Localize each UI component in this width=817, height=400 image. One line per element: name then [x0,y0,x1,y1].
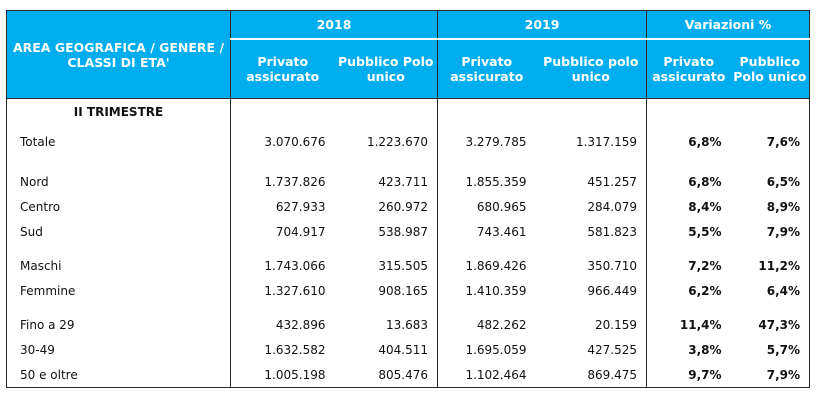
cell-2018-privato: 3.070.676 [264,135,326,149]
col-header-2018-privato: Privato assicurato [230,39,335,99]
cell-2019-pubblico: 284.079 [535,194,648,219]
cell-2018-privato: 704.917 [275,224,326,239]
cell-2018-pubblico: 538.987 [334,219,439,244]
table-body: II TRIMESTRE Totale 3.070.676 1.223.670 … [6,98,811,388]
row-label: Nord [6,169,231,194]
cell-2018-pubblico: 315.505 [334,253,439,278]
cell-2019-pubblico: 350.710 [535,253,648,278]
section-title: II TRIMESTRE [6,98,231,124]
table-row: 30-49 1.632.582 404.511 1.695.059 427.52… [6,337,811,362]
row-label: Fino a 29 [6,312,231,337]
table-row: Totale 3.070.676 1.223.670 3.279.785 1.3… [6,124,811,160]
cell-2019-privato: 1.695.059 [465,342,527,357]
cell-2019-privato: 743.461 [476,224,527,239]
cell-2018-privato: 432.896 [275,317,326,332]
row-label: Totale [6,124,231,160]
col-header-2019-pubblico: Pubblico polo unico [535,39,648,99]
table-row: Femmine 1.327.610 908.165 1.410.359 966.… [6,278,811,303]
cell-2019-pubblico: 20.159 [535,312,648,337]
cell-var-pubblico: 47,3% [730,312,811,337]
cell-2019-pubblico: 581.823 [535,219,648,244]
cell-var-pubblico: 5,7% [730,337,811,362]
cell-2018-pubblico: 908.165 [334,278,439,303]
cell-2019-privato: 1.410.359 [465,283,527,298]
row-label: Centro [6,194,231,219]
data-table-container: AREA GEOGRAFICA / GENERE / CLASSI DI ETA… [6,10,811,388]
cell-2019-privato: 1.869.426 [465,258,527,273]
row-label: 30-49 [6,337,231,362]
cell-2018-pubblico: 805.476 [334,362,439,388]
table-row: Fino a 29 432.896 13.683 482.262 20.159 … [6,312,811,337]
cell-2018-pubblico: 1.223.670 [334,124,439,160]
table-row: Sud 704.917 538.987 743.461 581.823 5,5%… [6,219,811,244]
cell-2019-pubblico: 451.257 [535,169,648,194]
row-label: Maschi [6,253,231,278]
group-header-2018: 2018 [230,10,439,40]
cell-2018-pubblico: 13.683 [334,312,439,337]
cell-2019-privato: 3.279.785 [465,135,527,149]
cell-2019-privato: 1.855.359 [465,174,527,189]
cell-2018-pubblico: 423.711 [334,169,439,194]
group-header-variazioni: Variazioni % [646,10,811,40]
data-table: AREA GEOGRAFICA / GENERE / CLASSI DI ETA… [6,10,811,388]
cell-2019-pubblico: 869.475 [535,362,648,388]
cell-var-privato: 8,4% [688,199,722,214]
row-label: Femmine [6,278,231,303]
cell-2018-privato: 1.327.610 [264,283,326,298]
area-header: AREA GEOGRAFICA / GENERE / CLASSI DI ETA… [6,10,231,99]
cell-2019-privato: 482.262 [476,317,527,332]
cell-2018-privato: 1.737.826 [264,174,326,189]
table-row: Nord 1.737.826 423.711 1.855.359 451.257… [6,169,811,194]
cell-2019-pubblico: 966.449 [535,278,648,303]
cell-2019-privato: 680.965 [476,199,527,214]
cell-var-privato: 9,7% [646,362,731,388]
cell-2018-privato: 1.743.066 [264,258,326,273]
cell-2019-pubblico: 1.317.159 [535,124,648,160]
table-row: 50 e oltre 1.005.198 805.476 1.102.464 8… [6,362,811,388]
cell-2019-privato: 1.102.464 [437,362,536,388]
col-header-2019-privato: Privato assicurato [437,39,536,99]
cell-var-privato: 11,4% [679,317,722,332]
cell-2018-privato: 627.933 [275,199,326,214]
row-label: Sud [6,219,231,244]
table-row: Maschi 1.743.066 315.505 1.869.426 350.7… [6,253,811,278]
cell-var-pubblico: 8,9% [730,194,811,219]
cell-var-privato: 6,8% [688,135,722,149]
col-header-var-pubblico: Pubblico Polo unico [730,39,811,99]
group-header-2019: 2019 [437,10,648,40]
cell-var-pubblico: 6,5% [730,169,811,194]
cell-var-pubblico: 7,6% [730,124,811,160]
cell-2018-privato: 1.005.198 [230,362,335,388]
col-header-2018-pubblico: Pubblico Polo unico [334,39,439,99]
cell-var-privato: 7,2% [688,258,722,273]
cell-var-privato: 6,8% [688,174,722,189]
cell-var-privato: 5,5% [688,224,722,239]
cell-var-privato: 3,8% [688,342,722,357]
cell-var-pubblico: 6,4% [730,278,811,303]
cell-2019-pubblico: 427.525 [535,337,648,362]
table-row: Centro 627.933 260.972 680.965 284.079 8… [6,194,811,219]
cell-var-pubblico: 11,2% [730,253,811,278]
col-header-var-privato: Privato assicurato [646,39,731,99]
table-header: AREA GEOGRAFICA / GENERE / CLASSI DI ETA… [6,10,811,99]
row-label: 50 e oltre [6,362,231,388]
cell-2018-privato: 1.632.582 [264,342,326,357]
cell-var-privato: 6,2% [688,283,722,298]
cell-var-pubblico: 7,9% [730,362,811,388]
cell-2018-pubblico: 260.972 [334,194,439,219]
cell-var-pubblico: 7,9% [730,219,811,244]
cell-2018-pubblico: 404.511 [334,337,439,362]
